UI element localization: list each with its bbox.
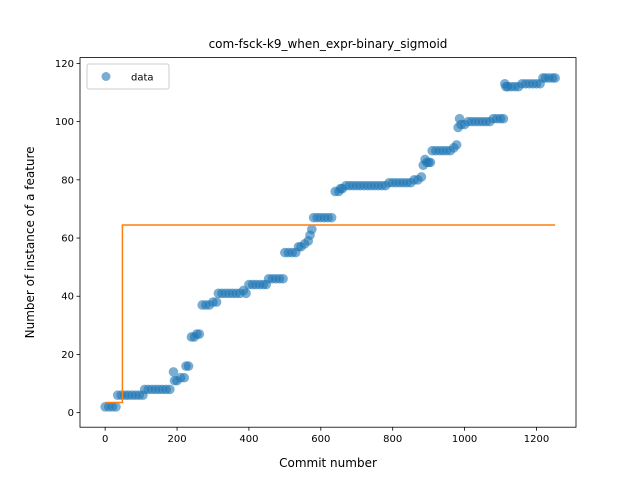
legend-label-data: data (131, 73, 154, 84)
data-point (165, 384, 175, 395)
x-tick-label: 1200 (524, 434, 549, 445)
data-point (451, 140, 462, 150)
data-point (425, 157, 436, 168)
x-tick-label: 800 (383, 434, 402, 445)
y-tick-label: 60 (61, 234, 74, 245)
y-axis: 0 20 40 60 80 100 120 (55, 59, 80, 419)
x-tick-label: 200 (167, 434, 186, 445)
fit-line (105, 224, 556, 404)
data-point (498, 113, 509, 124)
legend-marker-data (101, 72, 111, 81)
y-tick-label: 100 (55, 117, 74, 128)
y-axis-label: Number of instance of a feature (23, 146, 37, 338)
y-tick-label: 40 (61, 292, 74, 303)
data-point (416, 172, 427, 182)
data-point (179, 372, 190, 383)
y-tick-label: 80 (61, 175, 74, 186)
x-tick-label: 0 (102, 434, 108, 445)
y-tick-label: 20 (61, 350, 74, 361)
legend-box (86, 63, 170, 90)
x-tick-label: 400 (239, 434, 258, 445)
plot-area (100, 73, 560, 412)
y-tick-label: 120 (55, 59, 74, 70)
data-point (211, 297, 222, 307)
x-axis-label: Commit number (279, 456, 377, 470)
data-point (550, 73, 560, 83)
data-point (111, 402, 121, 412)
x-tick-label: 1000 (452, 434, 477, 445)
legend: data (86, 63, 170, 90)
x-axis: 0 200 400 600 800 1000 1200 (102, 427, 549, 445)
x-tick-label: 600 (311, 434, 330, 445)
y-tick-label: 0 (68, 408, 74, 419)
data-point (194, 329, 205, 339)
chart-title: com-fsck-k9_when_expr-binary_sigmoid (209, 37, 448, 51)
data-point (278, 273, 288, 284)
data-point (241, 288, 251, 299)
axes-frame (79, 57, 577, 428)
data-point (307, 224, 317, 235)
data-point (183, 361, 194, 371)
data-point (168, 367, 179, 377)
data-point (326, 212, 337, 223)
